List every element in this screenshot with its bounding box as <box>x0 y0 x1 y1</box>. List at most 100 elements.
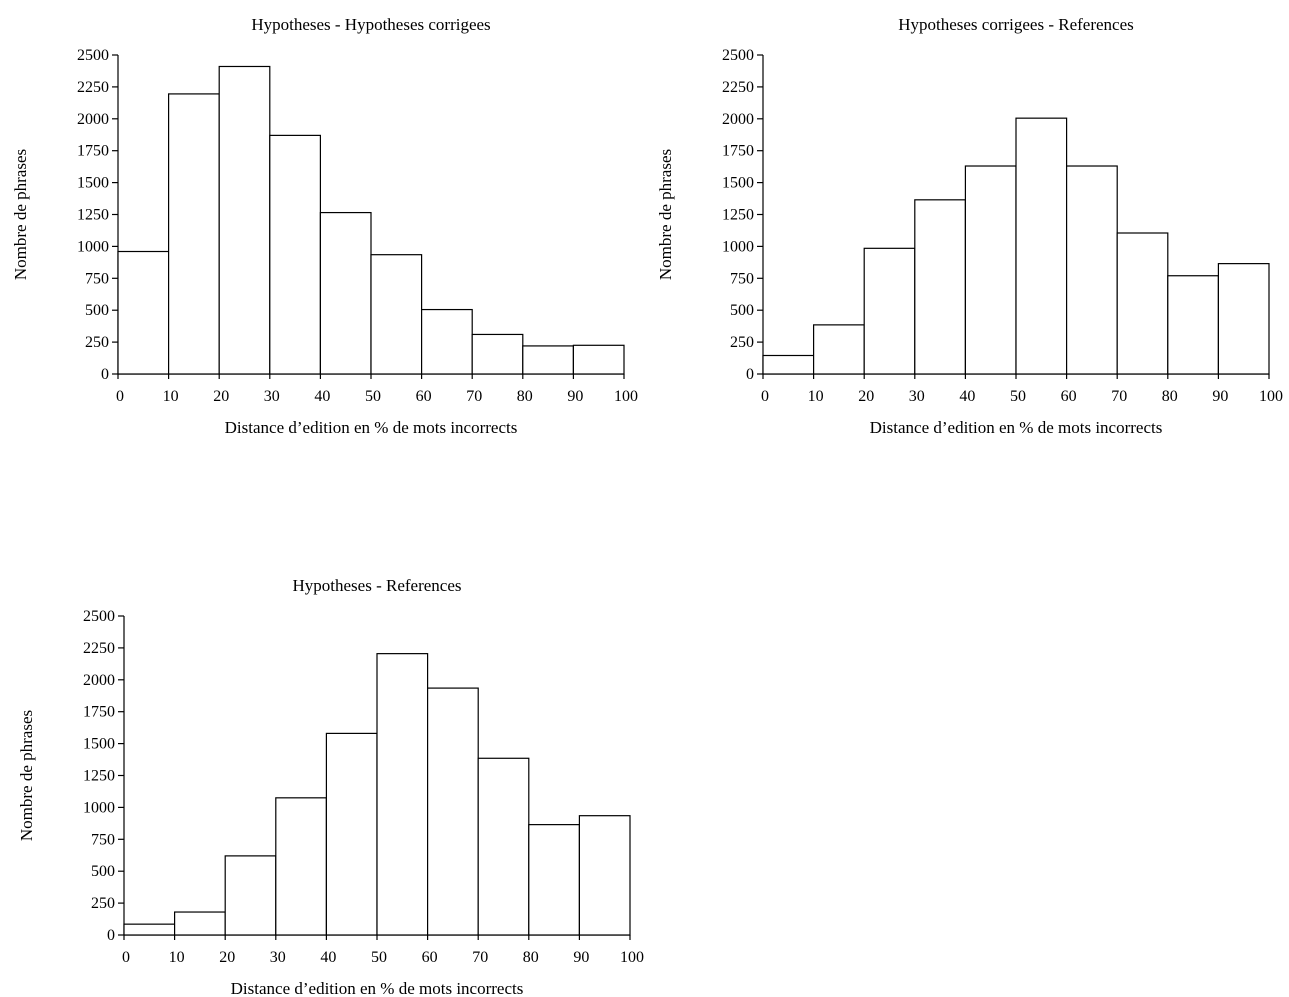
chart-2-x-tick-label: 10 <box>808 388 824 405</box>
chart-2-bar <box>762 354 815 375</box>
chart-3-y-tick-label: 1250 <box>83 768 115 785</box>
chart-3-x-tick-label: 100 <box>620 949 644 966</box>
chart-2-xlabel: Distance d’edition en % de mots incorrec… <box>870 418 1163 437</box>
chart-3-bar <box>578 815 631 936</box>
chart-1-x-tick-label: 80 <box>517 388 533 405</box>
chart-1-y-tick-label: 2250 <box>77 79 109 96</box>
chart-3-y-tick-label: 1750 <box>83 704 115 721</box>
chart-3-bar <box>275 797 327 936</box>
chart-2-bar <box>964 165 1017 375</box>
chart-3-x-tick-label: 60 <box>422 949 438 966</box>
chart-2-x-tick-label: 50 <box>1010 388 1026 405</box>
chart-1-title: Hypotheses - Hypotheses corrigees <box>251 15 490 34</box>
chart-2-bar <box>1116 232 1169 375</box>
chart-1-marks: 0 250 500 750 1000 1250 1500 1750 2000 2250 2500 0 1… <box>77 47 638 405</box>
chart-2-ylabel: Nombre de phrases <box>656 149 675 280</box>
chart-1-x-tick-label: 10 <box>163 388 179 405</box>
chart-2-x-tick-label: 20 <box>858 388 874 405</box>
chart-1-y-tick-label: 250 <box>85 334 109 351</box>
chart-2-y-tick-label: 2500 <box>722 47 754 64</box>
chart-1-y-tick-label: 2500 <box>77 47 109 64</box>
chart-1-bar <box>471 333 524 375</box>
chart-2-y-tick-label: 1250 <box>722 207 754 224</box>
chart-1-x-tick-label: 20 <box>213 388 229 405</box>
chart-2-bar <box>863 247 916 375</box>
chart-1-x-tick-label: 40 <box>314 388 330 405</box>
chart-2-marks: 0 250 500 750 1000 1250 1500 1750 2000 2250 2500 0 1… <box>722 47 1283 405</box>
chart-1-x-tick-label: 60 <box>416 388 432 405</box>
chart-3-x-tick-label: 80 <box>523 949 539 966</box>
chart-1-x-tick-label: 100 <box>614 388 638 405</box>
chart-3-bar <box>224 855 277 936</box>
chart-3-ylabel: Nombre de phrases <box>17 710 36 841</box>
chart-3-bar <box>477 757 530 936</box>
chart-1-bar <box>269 134 321 375</box>
chart-2-x-tick-label: 40 <box>959 388 975 405</box>
chart-3-x-tick-label: 20 <box>219 949 235 966</box>
chart-2-x-tick-label: 90 <box>1212 388 1228 405</box>
chart-2-x-tick-label: 30 <box>909 388 925 405</box>
chart-2-y-tick-label: 0 <box>746 366 754 383</box>
chart-3-bar <box>528 824 580 936</box>
chart-1: Hypotheses - Hypotheses corrigees Distan… <box>11 15 638 437</box>
chart-1-x-tick-label: 0 <box>116 388 124 405</box>
chart-1-y-tick-label: 500 <box>85 302 109 319</box>
chart-3-x-tick-label: 0 <box>122 949 130 966</box>
chart-3-y-tick-label: 750 <box>91 831 115 848</box>
chart-1-bar <box>168 93 220 375</box>
chart-1-bar <box>319 211 372 375</box>
chart-1-x-tick-label: 50 <box>365 388 381 405</box>
chart-2-y-tick-label: 250 <box>730 334 754 351</box>
chart-1-y-tick-label: 1750 <box>77 143 109 160</box>
chart-3-x-tick-label: 70 <box>472 949 488 966</box>
chart-3-y-tick-label: 2500 <box>83 608 115 625</box>
chart-3-y-tick-label: 0 <box>107 927 115 944</box>
chart-1-y-tick-label: 0 <box>101 366 109 383</box>
chart-3-x-tick-label: 40 <box>320 949 336 966</box>
chart-2-y-tick-label: 2250 <box>722 79 754 96</box>
chart-3-bar <box>376 653 429 936</box>
chart-1-x-tick-label: 30 <box>264 388 280 405</box>
chart-3-x-tick-label: 10 <box>169 949 185 966</box>
chart-2-title: Hypotheses corrigees - References <box>898 15 1134 34</box>
chart-1-y-tick-label: 1500 <box>77 175 109 192</box>
chart-1-bar <box>572 344 625 375</box>
chart-1-y-tick-label: 1000 <box>77 238 109 255</box>
chart-1-bar <box>218 65 271 375</box>
chart-3: Hypotheses - References Distance d’editi… <box>17 576 644 997</box>
chart-3-x-tick-label: 30 <box>270 949 286 966</box>
chart-2-x-tick-label: 60 <box>1061 388 1077 405</box>
chart-3-bar <box>325 732 378 936</box>
chart-1-bar <box>370 254 423 375</box>
chart-2-y-tick-label: 750 <box>730 270 754 287</box>
chart-2-x-tick-label: 0 <box>761 388 769 405</box>
chart-2-x-tick-label: 100 <box>1259 388 1283 405</box>
chart-2-bar <box>812 324 865 375</box>
chart-1-y-tick-label: 750 <box>85 270 109 287</box>
chart-3-marks: 0 250 500 750 1000 1250 1500 1750 2000 2250 2500 0 1… <box>83 608 644 966</box>
chart-2-bar <box>1015 117 1068 375</box>
chart-2-bar <box>914 199 966 375</box>
chart-2-y-tick-label: 1000 <box>722 238 754 255</box>
chart-1-x-tick-label: 90 <box>567 388 583 405</box>
chart-1-xlabel: Distance d’edition en % de mots incorrec… <box>225 418 518 437</box>
chart-1-bar <box>522 345 574 375</box>
chart-3-y-tick-label: 250 <box>91 895 115 912</box>
chart-2-x-tick-label: 70 <box>1111 388 1127 405</box>
chart-3-y-tick-label: 1000 <box>83 799 115 816</box>
chart-3-y-tick-label: 1500 <box>83 736 115 753</box>
chart-3-title: Hypotheses - References <box>293 576 462 595</box>
chart-3-y-tick-label: 2000 <box>83 672 115 689</box>
chart-3-bar <box>123 923 176 936</box>
chart-2-y-tick-label: 1500 <box>722 175 754 192</box>
chart-3-x-tick-label: 50 <box>371 949 387 966</box>
chart-2-bar <box>1217 263 1270 375</box>
chart-2-x-tick-label: 80 <box>1162 388 1178 405</box>
chart-1-y-tick-label: 2000 <box>77 111 109 128</box>
chart-3-y-tick-label: 2250 <box>83 640 115 657</box>
chart-3-xlabel: Distance d’edition en % de mots incorrec… <box>231 979 524 997</box>
chart-2-y-tick-label: 500 <box>730 302 754 319</box>
chart-2-bar <box>1167 275 1220 375</box>
chart-1-ylabel: Nombre de phrases <box>11 149 30 280</box>
